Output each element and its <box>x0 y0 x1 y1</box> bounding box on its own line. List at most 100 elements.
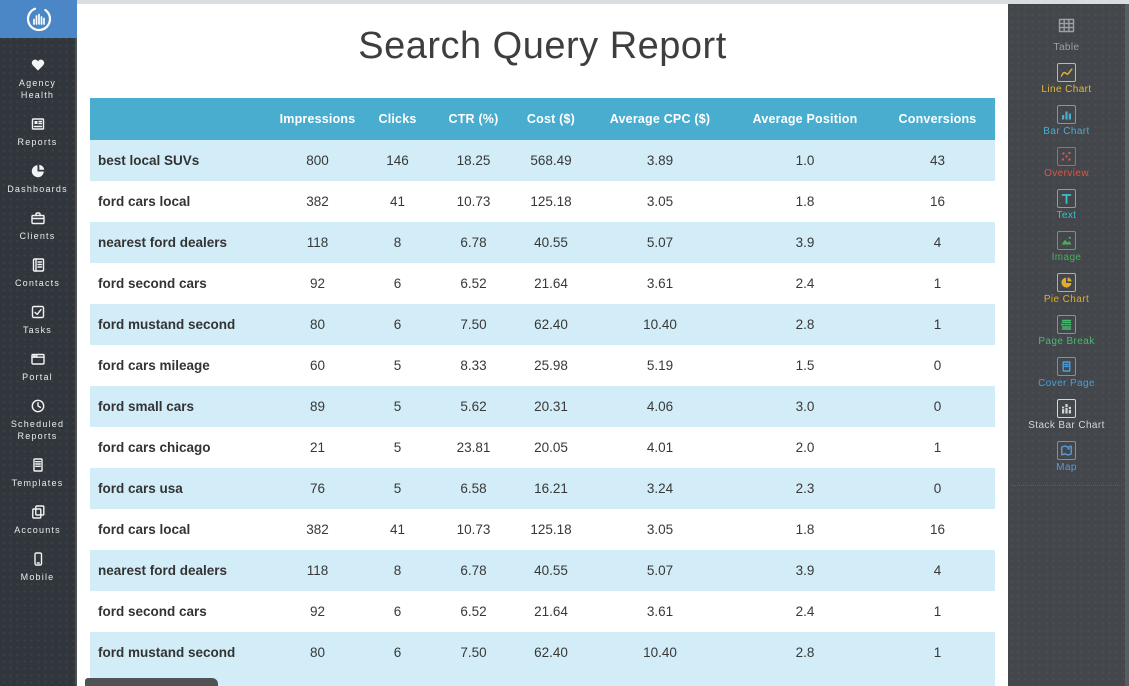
widget-page-break[interactable]: Page Break <box>1036 311 1096 353</box>
widget-line-chart[interactable]: Line Chart <box>1039 59 1093 101</box>
widget-label: Overview <box>1044 168 1089 179</box>
cover-page-icon <box>1057 357 1076 376</box>
table-row[interactable]: best local SUVs 800 146 18.25 568.49 3.8… <box>90 140 995 181</box>
app-logo[interactable] <box>0 0 77 38</box>
sidebar-item-label: Portal <box>22 372 53 382</box>
column-header-avg-position: Average Position <box>730 98 880 140</box>
cell-avg-position: 2.4 <box>795 604 815 619</box>
sidebar-item-dashboards[interactable]: Dashboards <box>0 156 76 203</box>
cell-conversions: 0 <box>933 399 942 414</box>
table-header-row: Impressions Clicks CTR (%) Cost ($) Aver… <box>90 98 995 140</box>
cell-conversions: 1 <box>933 440 942 455</box>
table-row[interactable]: ford mustand second 80 6 7.50 62.40 10.4… <box>90 632 995 673</box>
table-row[interactable]: ford cars usa 76 5 6.58 16.21 3.24 2.3 0 <box>90 468 995 509</box>
widget-cover-page[interactable]: Cover Page <box>1036 353 1097 395</box>
widget-stack-bar-chart[interactable]: Stack Bar Chart <box>1026 395 1107 437</box>
smartphone-icon <box>30 551 46 571</box>
sidebar-item-label: Reports <box>17 137 58 147</box>
widget-map[interactable]: Map <box>1054 437 1079 479</box>
table-row[interactable]: nearest ford dealers 118 8 6.78 40.55 5.… <box>90 550 995 591</box>
cell-clicks: 5 <box>393 481 402 496</box>
cell-cost: 40.55 <box>534 563 568 578</box>
table-row[interactable]: ford second cars 92 6 6.52 21.64 3.61 2.… <box>90 591 995 632</box>
cell-ctr: 7.50 <box>460 317 487 332</box>
widget-image[interactable]: Image <box>1050 227 1084 269</box>
cell-clicks: 146 <box>386 153 409 168</box>
table-row[interactable]: nearest ford dealers 118 8 6.78 40.55 5.… <box>90 222 995 263</box>
sidebar-item-portal[interactable]: Portal <box>0 344 76 391</box>
cell-ctr: 6.58 <box>460 481 487 496</box>
cell-query: ford cars usa <box>98 481 183 496</box>
table-row[interactable]: ford cars mileage 60 5 8.33 25.98 5.19 1… <box>90 345 995 386</box>
sidebar-item-scheduled-reports[interactable]: Scheduled Reports <box>0 391 76 450</box>
checkbox-icon <box>30 304 46 324</box>
cell-cost: 21.64 <box>534 604 568 619</box>
cell-cost: 125.18 <box>530 522 572 537</box>
cell-ctr: 18.25 <box>456 153 491 168</box>
sidebar-item-agency-health[interactable]: Agency Health <box>0 50 76 109</box>
cell-ctr: 6.52 <box>460 276 487 291</box>
widget-table[interactable]: Table <box>1052 12 1082 59</box>
cell-avg-position: 1.8 <box>795 194 815 209</box>
widget-label: Image <box>1051 252 1082 263</box>
cell-query: ford cars local <box>98 194 191 209</box>
cell-conversions: 0 <box>933 481 942 496</box>
cell-avg-cpc: 3.61 <box>646 276 674 291</box>
image-icon <box>1056 231 1076 250</box>
table-row[interactable]: ford second cars 92 6 6.52 21.64 3.61 2.… <box>90 263 995 304</box>
cell-avg-cpc: 5.07 <box>646 235 674 250</box>
cell-avg-cpc: 4.01 <box>646 440 674 455</box>
cell-cost: 62.40 <box>534 645 568 660</box>
sidebar-item-clients[interactable]: Clients <box>0 203 76 250</box>
cell-clicks: 41 <box>389 194 406 209</box>
table-row[interactable]: ford cars chicago 21 5 23.81 20.05 4.01 … <box>90 427 995 468</box>
table-icon <box>1057 16 1076 40</box>
widget-label: Line Chart <box>1041 84 1092 95</box>
widget-label: Bar Chart <box>1043 126 1090 137</box>
widget-overview[interactable]: Overview <box>1042 143 1091 185</box>
cell-clicks: 6 <box>393 645 402 660</box>
table-row[interactable]: ford cars local 382 41 10.73 125.18 3.05… <box>90 181 995 222</box>
sidebar-item-label: Tasks <box>22 325 52 335</box>
cell-clicks: 6 <box>393 604 402 619</box>
widget-pie-chart[interactable]: Pie Chart <box>1042 269 1091 311</box>
cell-avg-cpc: 3.61 <box>646 604 674 619</box>
widget-bar-chart[interactable]: Bar Chart <box>1041 101 1091 143</box>
cell-impressions: 89 <box>309 399 326 414</box>
heart-icon <box>30 57 46 77</box>
cell-ctr: 10.73 <box>456 522 491 537</box>
cell-clicks: 8 <box>393 235 402 250</box>
cell-clicks: 5 <box>393 440 402 455</box>
partial-next-row <box>90 673 995 686</box>
widget-label: Page Break <box>1038 336 1095 347</box>
sidebar-item-contacts[interactable]: Contacts <box>0 250 76 297</box>
browser-window-icon <box>30 351 46 371</box>
table-row[interactable]: ford small cars 89 5 5.62 20.31 4.06 3.0… <box>90 386 995 427</box>
cell-conversions: 43 <box>929 153 946 168</box>
sidebar-item-label: Agency Health <box>18 78 57 100</box>
widget-text[interactable]: Text <box>1055 185 1079 227</box>
sidebar-item-label: Contacts <box>14 278 61 288</box>
table-row[interactable]: ford cars local 382 41 10.73 125.18 3.05… <box>90 509 995 550</box>
sidebar-item-tasks[interactable]: Tasks <box>0 297 76 344</box>
sidebar-item-templates[interactable]: Templates <box>0 450 76 497</box>
sidebar-item-mobile[interactable]: Mobile <box>0 544 76 591</box>
sidebar-item-accounts[interactable]: Accounts <box>0 497 76 544</box>
cell-avg-position: 2.8 <box>795 317 815 332</box>
cell-impressions: 118 <box>306 563 329 578</box>
table-row[interactable]: ford mustand second 80 6 7.50 62.40 10.4… <box>90 304 995 345</box>
report-canvas: Search Query Report Impressions Clicks C… <box>77 4 1008 686</box>
text-icon <box>1056 189 1076 208</box>
widget-label: Cover Page <box>1038 378 1095 389</box>
cell-cost: 21.64 <box>534 276 568 291</box>
sidebar-item-reports[interactable]: Reports <box>0 109 76 156</box>
column-header-clicks: Clicks <box>360 98 435 140</box>
briefcase-icon <box>30 210 46 230</box>
cell-avg-position: 3.9 <box>795 235 815 250</box>
search-query-table: Impressions Clicks CTR (%) Cost ($) Aver… <box>90 98 995 673</box>
cell-query: ford small cars <box>98 399 195 414</box>
left-sidebar: Agency Health Reports Dashboards Clients… <box>0 0 77 686</box>
cell-impressions: 92 <box>309 276 326 291</box>
cell-avg-position: 2.8 <box>795 645 815 660</box>
cell-query: ford cars local <box>98 522 191 537</box>
